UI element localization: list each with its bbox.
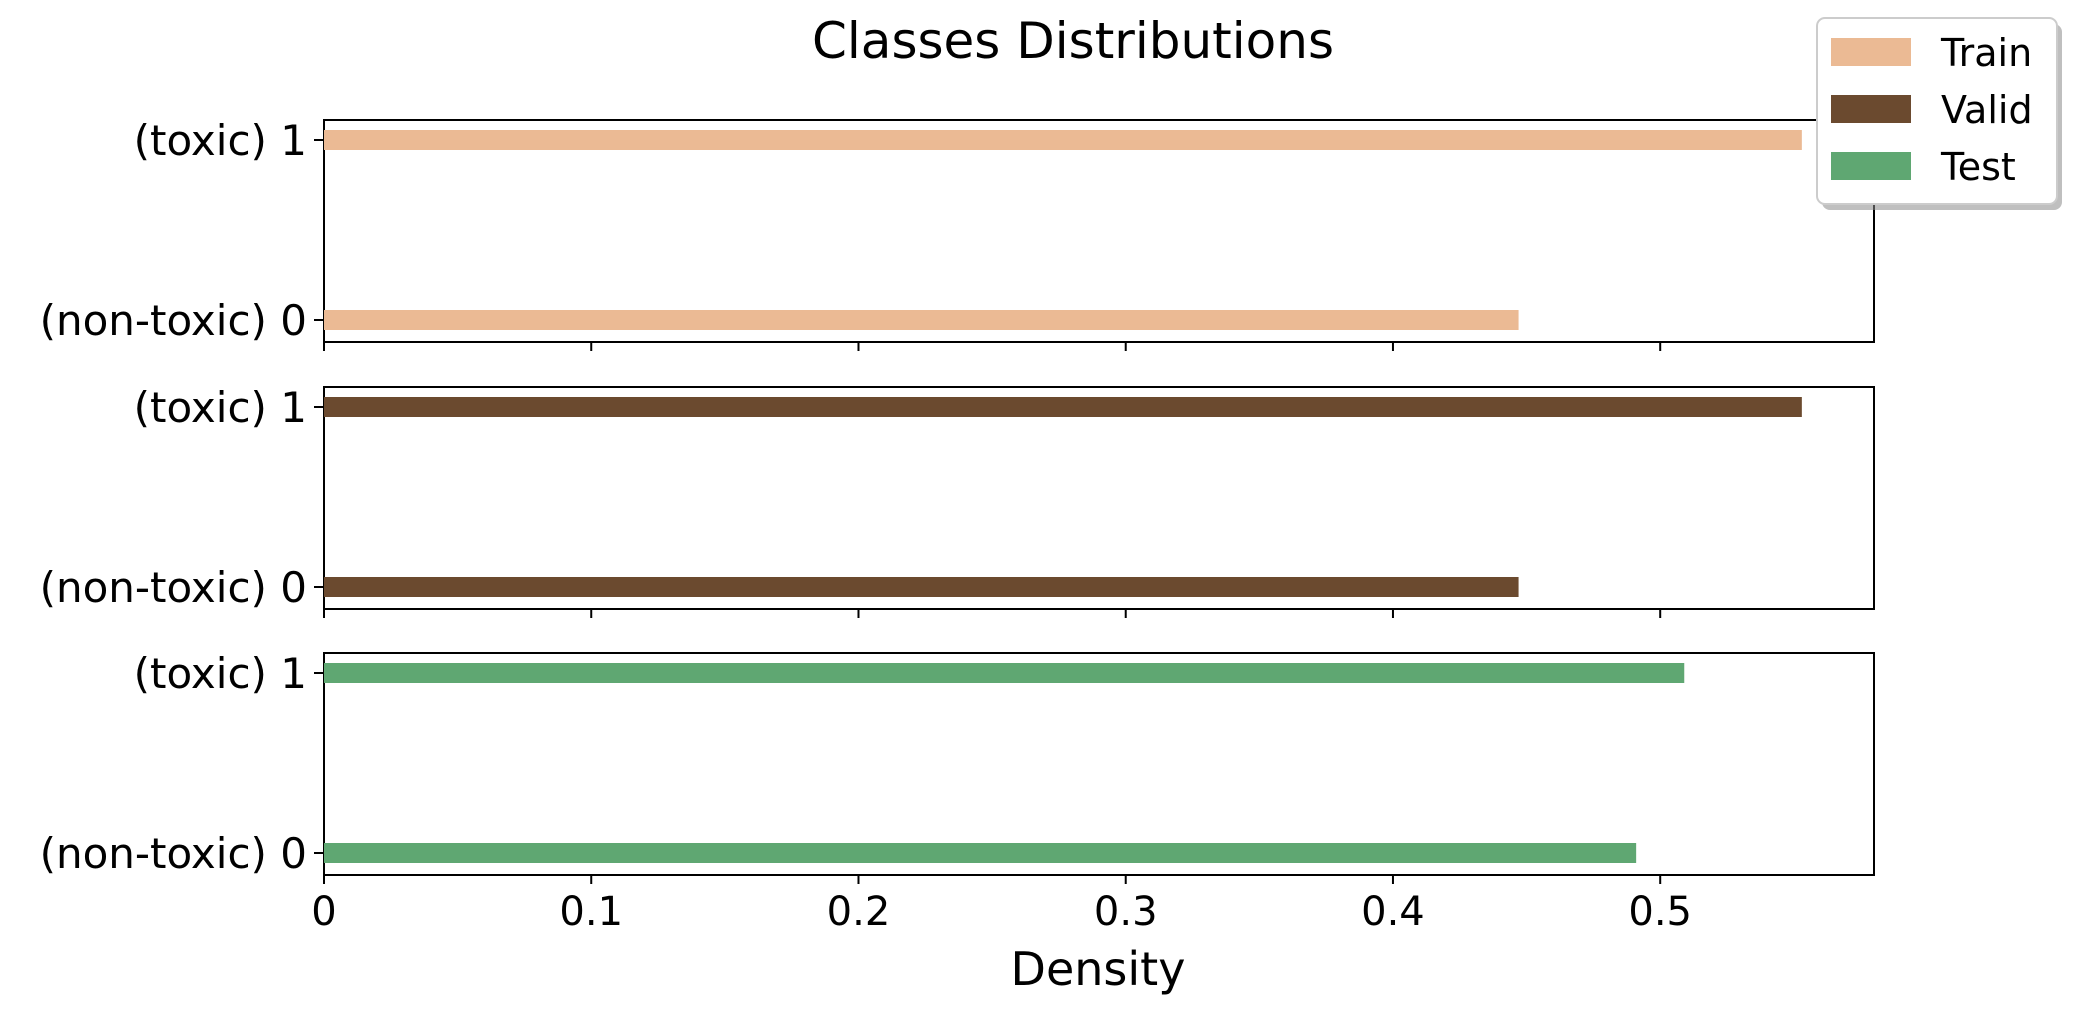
panel-test: (non-toxic) 0 (toxic) 1: [40, 649, 1875, 884]
x-tick-label: 0.1: [559, 889, 623, 935]
legend-swatch: [1831, 152, 1911, 180]
panel-train: (non-toxic) 0 (toxic) 1: [40, 116, 1875, 351]
panels: (non-toxic) 0 (toxic) 1 (non-toxic) 0 (toxi…: [40, 116, 1875, 884]
x-tick-label: 0.4: [1361, 889, 1425, 935]
y-tick-label: (non-toxic) 0: [40, 296, 307, 345]
panel-frame: [323, 119, 1875, 343]
y-tick-label: (toxic) 1: [134, 116, 307, 165]
panel-frame: [323, 386, 1875, 610]
legend-item-train: Train: [1831, 31, 2032, 75]
legend-item-valid: Valid: [1831, 88, 2033, 132]
panel-frame: [323, 652, 1875, 876]
x-axis: 0 0.1 0.2 0.3 0.4 0.5: [311, 889, 1692, 935]
chart-title: Classes Distributions: [812, 12, 1334, 70]
bar-test-0: [324, 843, 1637, 863]
bar-valid-0: [324, 577, 1519, 597]
y-tick-label: (toxic) 1: [134, 383, 307, 432]
bar-train-1: [324, 130, 1802, 150]
bar-valid-1: [324, 397, 1802, 417]
x-axis-label: Density: [1011, 942, 1186, 996]
legend: Train Valid Test: [1816, 17, 2062, 210]
legend-swatch: [1831, 38, 1911, 66]
x-tick-label: 0.2: [827, 889, 891, 935]
x-tick-label: 0.3: [1094, 889, 1158, 935]
x-tick-label: 0.5: [1628, 889, 1692, 935]
legend-item-test: Test: [1831, 145, 2016, 189]
y-tick-label: (toxic) 1: [134, 649, 307, 698]
legend-swatch: [1831, 95, 1911, 123]
y-tick-label: (non-toxic) 0: [40, 563, 307, 612]
bar-train-0: [324, 310, 1519, 330]
bar-test-1: [324, 663, 1685, 683]
legend-label: Valid: [1941, 88, 2033, 132]
legend-label: Test: [1940, 145, 2016, 189]
x-tick-label: 0: [311, 889, 336, 935]
legend-label: Train: [1940, 31, 2032, 75]
panel-valid: (non-toxic) 0 (toxic) 1: [40, 383, 1875, 618]
y-tick-label: (non-toxic) 0: [40, 829, 307, 878]
